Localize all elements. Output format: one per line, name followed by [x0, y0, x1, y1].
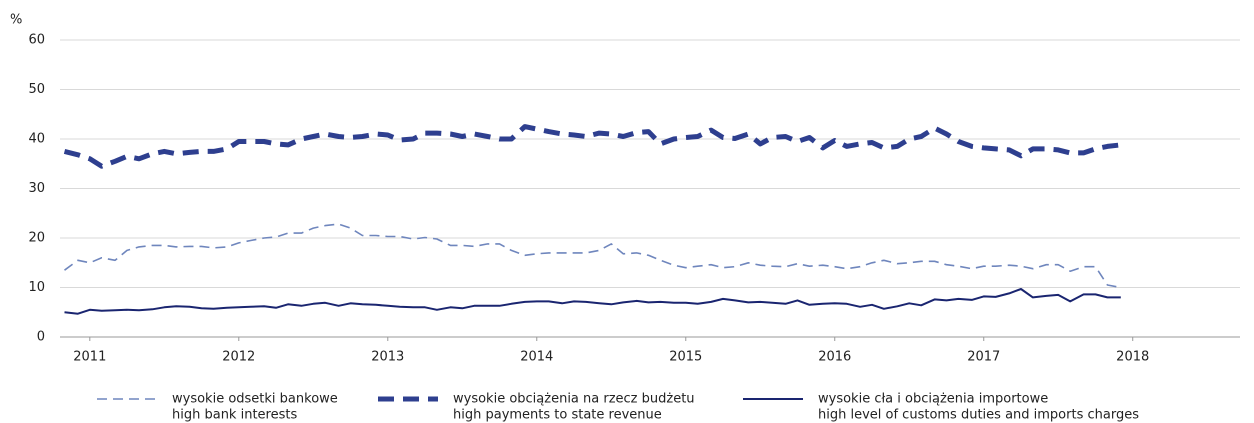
series-line: [64, 223, 1121, 289]
x-tick-label: 2018: [1116, 350, 1149, 365]
legend-label: wysokie obciążenia na rzecz budżetu: [453, 392, 695, 407]
legend-label: wysokie cła i obciążenia importowe: [818, 392, 1048, 407]
y-tick-label: 50: [28, 82, 45, 97]
legend-label-en: high bank interests: [172, 408, 297, 423]
series-line: [64, 288, 1121, 315]
y-tick-label: 20: [28, 231, 45, 246]
y-axis-label: %: [10, 13, 22, 28]
y-tick-label: 10: [28, 280, 45, 295]
legend-label-en: high level of customs duties and imports…: [818, 408, 1139, 423]
x-tick-label: 2011: [73, 350, 106, 365]
legend-label: wysokie odsetki bankowe: [172, 392, 338, 407]
x-tick-label: 2013: [371, 350, 404, 365]
y-tick-label: 30: [28, 181, 45, 196]
y-tick-label: 60: [28, 33, 45, 48]
x-tick-label: 2015: [669, 350, 702, 365]
x-tick-label: 2012: [222, 350, 255, 365]
y-tick-label: 0: [37, 330, 45, 345]
x-tick-label: 2017: [967, 350, 1000, 365]
x-tick-label: 2014: [520, 350, 553, 365]
legend-label-en: high payments to state revenue: [453, 408, 662, 423]
series-line: [63, 124, 1122, 169]
y-tick-label: 40: [28, 132, 45, 147]
x-tick-label: 2016: [818, 350, 851, 365]
